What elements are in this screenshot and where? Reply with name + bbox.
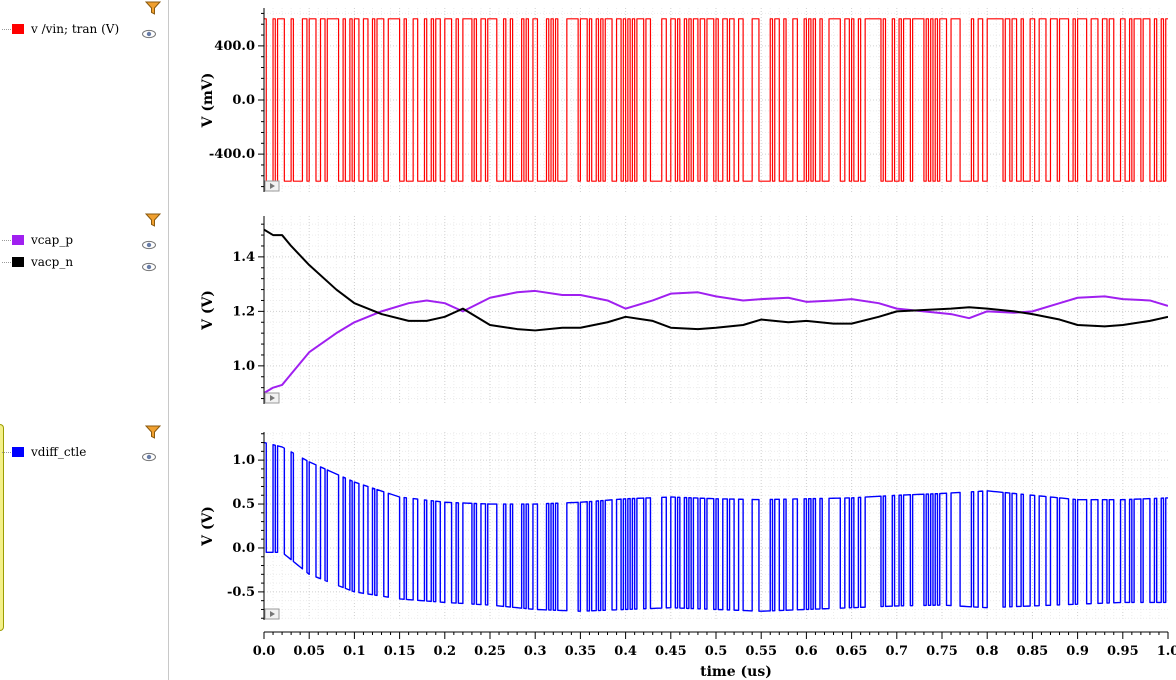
plot-strip-2[interactable]: 1.4 1.2 1.0 V (V) <box>200 216 1168 404</box>
eye-icon[interactable] <box>141 447 157 462</box>
eye-icon[interactable] <box>141 235 157 250</box>
y-tick-label: 1.4 <box>232 250 255 265</box>
y-axis-label: V (V) <box>200 506 216 547</box>
x-tick-label: 0.45 <box>655 644 687 659</box>
legend-swatch <box>12 447 24 457</box>
y-tick-label: 1.0 <box>232 453 255 468</box>
x-tick-label: 0.65 <box>836 644 868 659</box>
x-tick-label: 0.05 <box>293 644 325 659</box>
x-axis-label: time (us) <box>700 664 772 680</box>
y-tick-label: 0.0 <box>232 93 255 108</box>
x-tick-label: 0.85 <box>1017 644 1049 659</box>
y-axis-label: V (V) <box>200 290 216 331</box>
strip-expand-button[interactable] <box>264 180 280 192</box>
y-axis: 1.0 0.5 0.0 -0.5 V (V) <box>200 433 264 619</box>
y-tick-label: 0.5 <box>232 497 255 512</box>
x-tick-label: 0.0 <box>253 644 276 659</box>
series-vdiff-ctle[interactable] <box>264 441 1168 612</box>
grid <box>264 216 1168 404</box>
filter-funnel-icon[interactable] <box>144 213 162 228</box>
series-vcap-p[interactable] <box>264 289 1168 394</box>
x-tick-label: 0.2 <box>433 644 456 659</box>
x-tick-label: 0.15 <box>384 644 416 659</box>
legend-item-vcap-p[interactable]: vcap_p <box>12 233 73 247</box>
x-tick-label: 0.3 <box>524 644 547 659</box>
panel-divider <box>168 0 169 680</box>
series-v-vin-tran-v-[interactable] <box>264 18 1168 182</box>
legend-swatch <box>12 24 24 34</box>
x-tick-label: 0.4 <box>614 644 637 659</box>
x-tick-label: 1.0 <box>1157 644 1176 659</box>
x-tick-label: 0.5 <box>705 644 728 659</box>
y-tick-label: -400.0 <box>209 147 255 162</box>
legend-panel: v /vin; tran (V) vcap_p vacp_n vdiff_ctl… <box>0 0 168 680</box>
x-tick-label: 0.8 <box>976 644 999 659</box>
legend-swatch <box>12 257 24 267</box>
plot-strip-1[interactable]: 400.0 0.0 -400.0 V (mV) <box>200 8 1168 192</box>
strip-expand-button[interactable] <box>264 392 280 404</box>
y-axis-label: V (mV) <box>200 73 216 129</box>
legend-item-vacp-n[interactable]: vacp_n <box>12 255 73 269</box>
legend-label: vcap_p <box>31 233 74 247</box>
x-tick-label: 0.95 <box>1107 644 1139 659</box>
x-tick-label: 0.1 <box>343 644 366 659</box>
x-tick-label: 0.35 <box>565 644 597 659</box>
legend-label: v /vin; tran (V) <box>31 22 120 36</box>
eye-icon[interactable] <box>141 24 157 39</box>
x-tick-label: 0.7 <box>885 644 908 659</box>
eye-icon[interactable] <box>141 257 157 272</box>
y-tick-label: 0.0 <box>232 541 255 556</box>
x-tick-label: 0.9 <box>1066 644 1089 659</box>
filter-funnel-icon[interactable] <box>144 1 162 16</box>
y-tick-label: -0.5 <box>227 585 255 600</box>
y-axis: 1.4 1.2 1.0 V (V) <box>200 223 264 400</box>
y-tick-label: 400.0 <box>214 39 255 54</box>
legend-label: vacp_n <box>31 255 74 269</box>
y-tick-label: 1.0 <box>232 359 255 374</box>
y-axis: 400.0 0.0 -400.0 V (mV) <box>200 12 264 188</box>
plot-strip-3[interactable]: 1.0 0.5 0.0 -0.5 V (V) <box>200 432 1168 620</box>
legend-item-vdiff-ctle[interactable]: vdiff_ctle <box>12 445 86 459</box>
legend-item-vin[interactable]: v /vin; tran (V) <box>12 22 119 36</box>
strip-expand-button[interactable] <box>264 608 280 620</box>
series-vacp-n[interactable] <box>264 228 1168 332</box>
legend-label: vdiff_ctle <box>31 445 87 459</box>
x-tick-label: 0.6 <box>795 644 818 659</box>
x-tick-label: 0.25 <box>474 644 506 659</box>
legend-swatch <box>12 235 24 245</box>
x-axis: 0.0 0.05 0.1 0.15 0.2 0.25 0.3 0.35 0.4 0.45 0.5 0.… <box>253 631 1176 680</box>
x-tick-label: 0.75 <box>926 644 958 659</box>
x-tick-label: 0.55 <box>745 644 777 659</box>
filter-funnel-icon[interactable] <box>144 425 162 440</box>
y-tick-label: 1.2 <box>232 304 255 319</box>
